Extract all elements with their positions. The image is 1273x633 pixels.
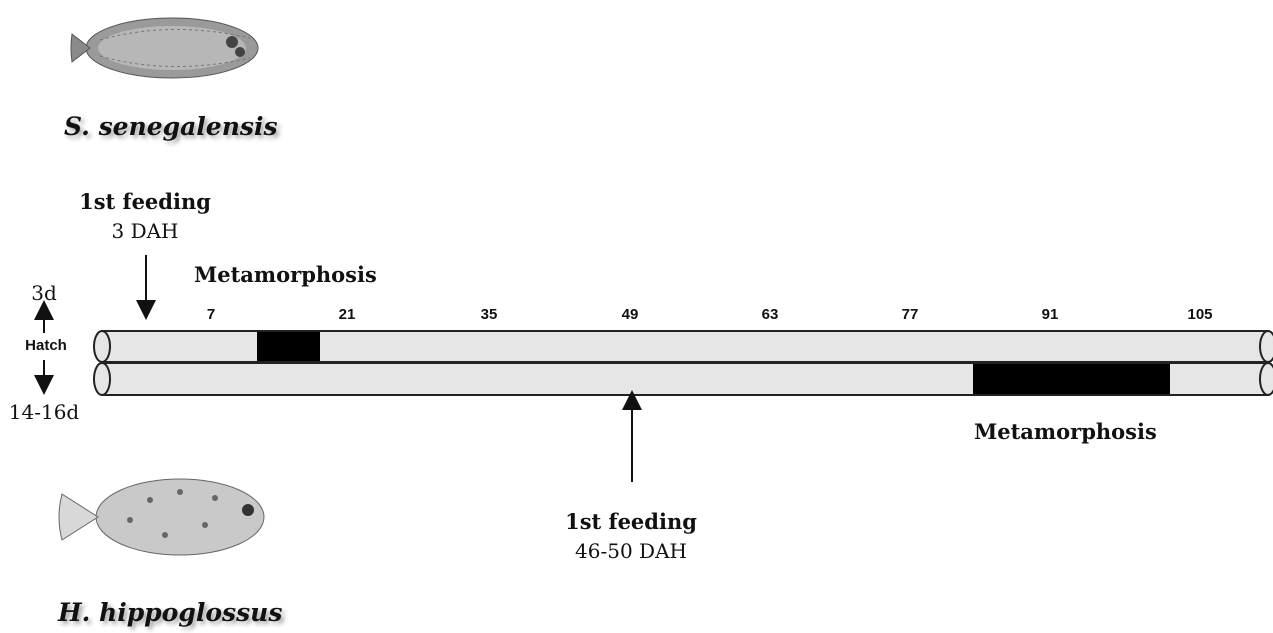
bottom-first-feeding-label: 1st feeding (565, 509, 697, 534)
halibut-fish-icon (59, 479, 264, 555)
top-species-name: S. senegalensis (64, 112, 278, 141)
bottom-metamorphosis-phase (973, 364, 1170, 394)
bottom-metamorphosis-label: Metamorphosis (974, 419, 1157, 444)
axis-tick: 21 (339, 306, 356, 323)
axis-tick: 77 (902, 306, 919, 323)
sole-fish-icon (71, 18, 258, 78)
axis-tick: 63 (762, 306, 779, 323)
axis-tick: 35 (481, 306, 498, 323)
axis-tick: 91 (1042, 306, 1059, 323)
top-first-feeding-value: 3 DAH (111, 219, 178, 243)
axis-tick: 49 (622, 306, 639, 323)
top-first-feeding-label: 1st feeding (79, 189, 211, 214)
top-timeline-bar (94, 331, 1273, 362)
top-metamorphosis-label: Metamorphosis (194, 262, 377, 287)
hatch-label: Hatch (25, 337, 67, 354)
top-metamorphosis-phase (257, 332, 320, 361)
bottom-hatch-time: 14-16d (9, 400, 79, 424)
bottom-timeline-bar (94, 363, 1273, 395)
axis-tick: 7 (207, 306, 215, 323)
bottom-species-name: H. hippoglossus (58, 598, 282, 627)
bottom-first-feeding-value: 46-50 DAH (575, 539, 687, 563)
top-hatch-time: 3d (31, 281, 57, 305)
axis-tick: 105 (1187, 306, 1212, 323)
